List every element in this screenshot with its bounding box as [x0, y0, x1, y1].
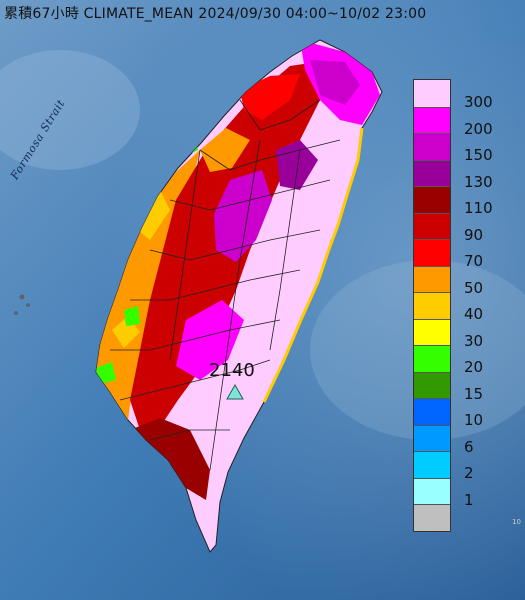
- legend-colorbar: [413, 79, 451, 532]
- legend-label: 20: [464, 358, 484, 377]
- zone-130: [276, 140, 318, 190]
- legend-swatch: [414, 504, 450, 531]
- legend-swatch: [414, 477, 450, 504]
- corner-fragment: 10: [512, 518, 521, 526]
- legend-swatch: [414, 424, 450, 451]
- legend-swatch: [414, 371, 450, 398]
- legend-label: 150: [464, 146, 493, 165]
- legend-swatch: [414, 239, 450, 266]
- legend-swatch: [414, 292, 450, 319]
- legend-label: 50: [464, 278, 484, 297]
- zone-20: [124, 306, 140, 326]
- legend-swatch: [414, 80, 450, 107]
- legend-label: 2: [464, 464, 474, 483]
- legend-swatch: [414, 159, 450, 186]
- cloud-patch: [0, 50, 140, 170]
- legend-swatch: [414, 133, 450, 160]
- legend-swatch: [414, 265, 450, 292]
- legend-label: 70: [464, 252, 484, 271]
- legend-swatch: [414, 106, 450, 133]
- penghu-islands: [14, 294, 30, 315]
- district-boundaries: [110, 99, 341, 471]
- legend-label: 200: [464, 119, 493, 138]
- legend-label: 90: [464, 225, 484, 244]
- map-title: 累積67小時 CLIMATE_MEAN 2024/09/30 04:00~10/…: [4, 6, 427, 22]
- legend-label: 6: [464, 437, 474, 456]
- legend-label: 40: [464, 305, 484, 324]
- east-coast-rim: [262, 127, 364, 403]
- legend-swatch: [414, 345, 450, 372]
- zone-150: [310, 60, 360, 105]
- zone-70: [240, 74, 300, 120]
- legend-label: 10: [464, 411, 484, 430]
- legend-labels: 300 200 150 130 110 90 70 50 40 30 20 15 10 6 2 1: [464, 0, 524, 600]
- legend-label: 15: [464, 384, 484, 403]
- legend-swatch: [414, 212, 450, 239]
- zone-150: [214, 170, 272, 262]
- legend-label: 300: [464, 93, 493, 112]
- max-station-triangle-icon: [226, 384, 244, 400]
- zone-200: [176, 300, 244, 380]
- legend-label: 30: [464, 331, 484, 350]
- legend-label: 110: [464, 199, 493, 218]
- legend-swatch: [414, 186, 450, 213]
- zone-110: [130, 418, 210, 500]
- legend-label: 130: [464, 172, 493, 191]
- legend-label: 1: [464, 490, 474, 509]
- legend-swatch: [414, 451, 450, 478]
- max-rainfall-value: 2140: [209, 360, 255, 381]
- zone-50: [200, 128, 250, 172]
- zone-20: [96, 362, 116, 384]
- legend-swatch: [414, 318, 450, 345]
- legend-swatch: [414, 398, 450, 425]
